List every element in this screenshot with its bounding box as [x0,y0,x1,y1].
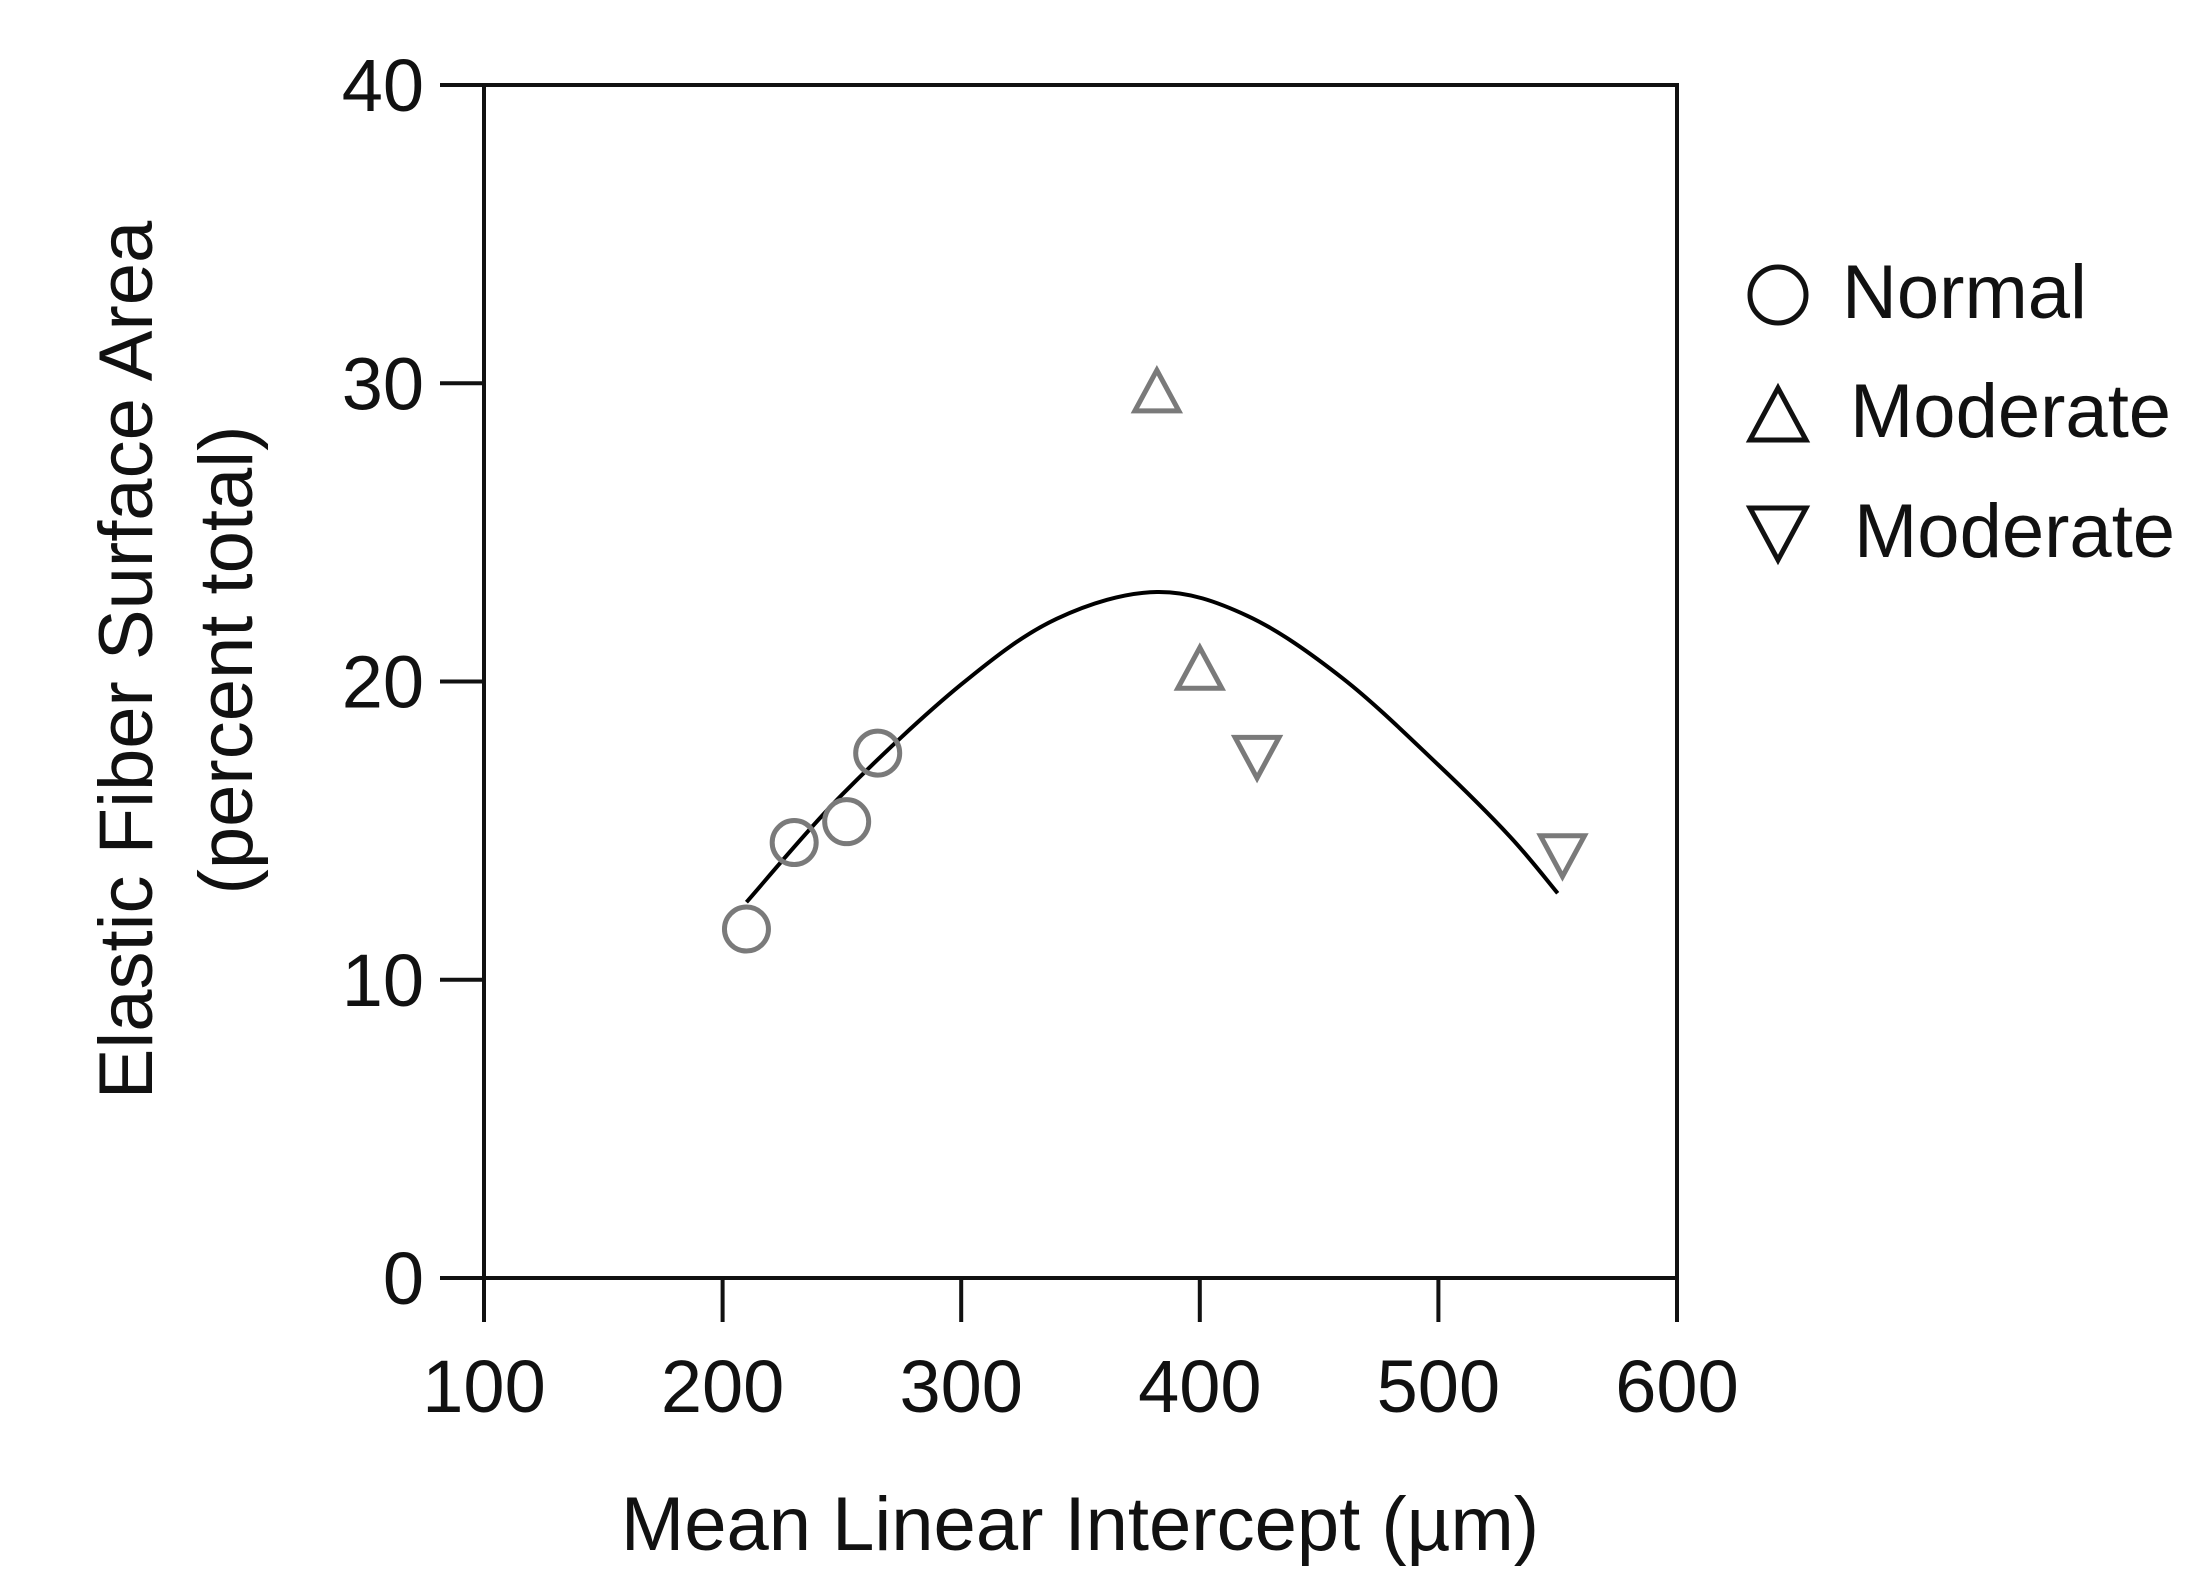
legend-label-normal: Normal [1842,250,2087,335]
y-axis-title-line-1: Elastic Fiber Surface Area [84,220,169,1099]
y-axis-ticks: 0 10 20 30 40 [342,44,484,1320]
data-point-triangle-up [1173,642,1226,691]
fit-curve-line [744,590,1560,904]
x-tick-label: 600 [1615,1345,1738,1428]
legend-label-moderate-down: Moderate [1854,489,2175,574]
y-tick-label: 20 [342,641,424,724]
y-axis-title-line-2: (percent total) [184,426,269,895]
data-point-circle [853,728,903,778]
fit-curve-group [744,590,1560,904]
y-tick-label: 30 [342,342,424,425]
triangle-down-icon [1745,505,1811,566]
y-tick-label: 0 [383,1237,424,1320]
x-tick-label: 400 [1138,1345,1261,1428]
x-axis-ticks: 100 200 300 400 500 600 [422,1278,1739,1428]
data-point-triangle-down [1536,833,1589,882]
data-point-circle [721,904,771,954]
data-points [721,364,1589,954]
x-tick-label: 300 [899,1345,1022,1428]
data-point-circle [769,818,819,868]
x-tick-label: 100 [422,1345,545,1428]
x-tick-label: 500 [1377,1345,1500,1428]
x-axis-title: Mean Linear Intercept (µm) [621,1482,1539,1567]
data-point-circle [822,797,872,847]
plot-frame [482,83,1679,1280]
data-point-triangle-down [1230,734,1284,784]
legend: Normal Moderate Moderate [1745,250,2175,574]
triangle-up-icon [1745,382,1811,443]
legend-label-moderate-up: Moderate [1850,369,2171,454]
y-tick-label: 40 [342,44,424,127]
data-point-triangle-up [1130,364,1184,414]
y-tick-label: 10 [342,939,424,1022]
circle-icon [1747,264,1809,326]
x-tick-label: 200 [661,1345,784,1428]
